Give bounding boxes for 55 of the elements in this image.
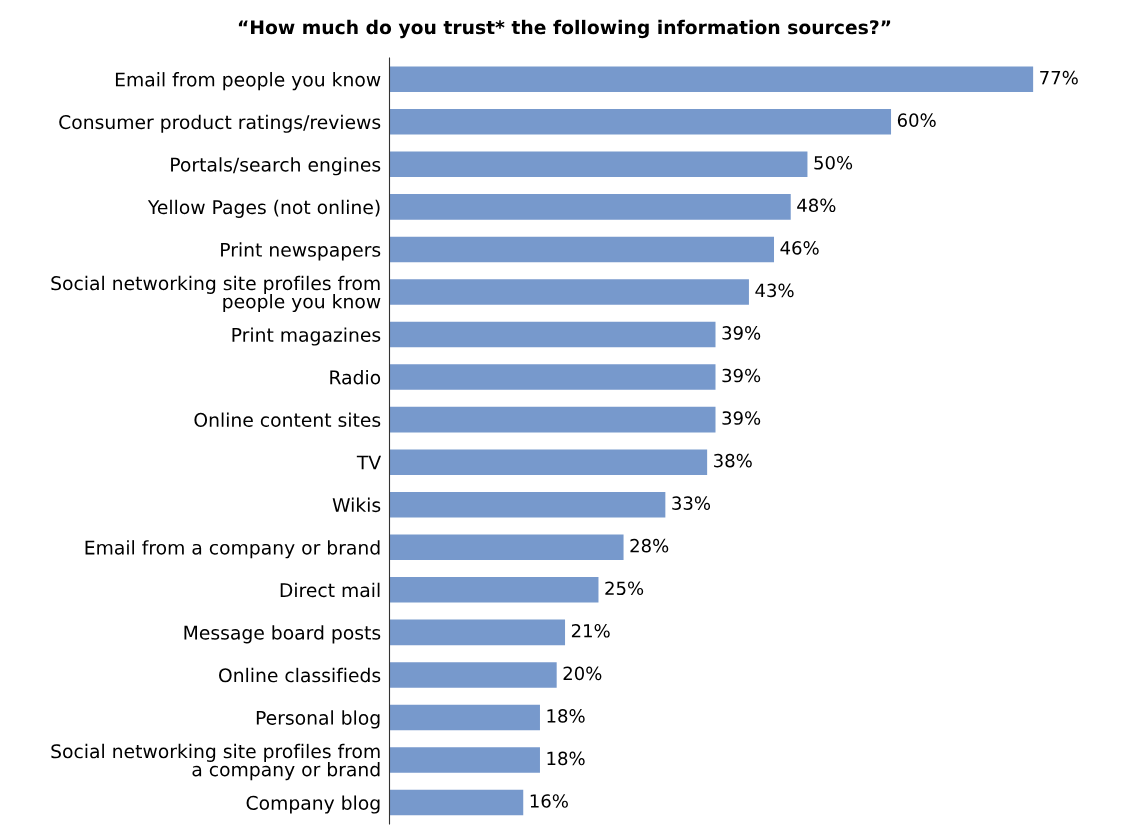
- bar: [389, 747, 540, 773]
- data-label: 39%: [722, 326, 761, 340]
- bar: [389, 279, 749, 305]
- y-tick-label: Email from people you know: [115, 72, 381, 91]
- data-label: 25%: [605, 581, 644, 596]
- bar: [389, 236, 775, 263]
- bar: [389, 151, 808, 178]
- data-label: 18%: [547, 751, 585, 766]
- y-tick-label: Radio: [330, 369, 381, 385]
- bar: [389, 534, 624, 561]
- y-tick-label: Portals/search engines: [171, 157, 381, 176]
- y-tick-label: Consumer product ratings/reviews: [59, 114, 381, 133]
- data-label: 43%: [755, 283, 794, 298]
- bar: [389, 789, 524, 816]
- y-tick-label: Online content sites: [194, 412, 381, 428]
- y-tick-label: Personal blog: [256, 710, 380, 729]
- data-label: 21%: [571, 623, 610, 638]
- y-tick-label: Company blog: [246, 795, 380, 814]
- data-label: 28%: [630, 538, 669, 553]
- data-label: 39%: [722, 368, 761, 383]
- y-tick-label: Print magazines: [232, 327, 381, 346]
- y-tick-label: Online classifieds: [219, 667, 381, 683]
- data-label: 46%: [780, 241, 819, 255]
- data-label: 18%: [547, 709, 585, 723]
- bar: [389, 662, 557, 688]
- bar: [389, 491, 666, 518]
- data-label: 38%: [714, 453, 752, 468]
- bar: [389, 406, 716, 433]
- y-tick-label: Yellow Pages (not online): [147, 199, 380, 218]
- bar: [389, 66, 1034, 92]
- bar: [389, 321, 716, 348]
- y-tick-label: Direct mail: [280, 582, 380, 598]
- data-label: 48%: [797, 198, 836, 213]
- bar: [389, 194, 791, 220]
- data-label: 77%: [1040, 70, 1078, 85]
- bar: [389, 619, 566, 646]
- data-label: 60%: [897, 113, 936, 128]
- y-tick-label: Social networking site profiles from a company or brand: [51, 743, 380, 781]
- chart-title: “How much do you trust* the following information sources?”: [238, 19, 891, 39]
- bar: [389, 449, 708, 475]
- y-tick-label: Print newspapers: [221, 242, 381, 261]
- bar: [389, 704, 540, 731]
- bar: [389, 577, 599, 603]
- y-tick-label: Email from a company or brand: [85, 540, 380, 559]
- data-label: 33%: [672, 496, 711, 510]
- data-label: 16%: [530, 794, 568, 808]
- y-tick-label: TV: [356, 455, 382, 470]
- data-label: 50%: [814, 155, 853, 170]
- y-tick-label: Social networking site profiles from people you know: [51, 275, 381, 313]
- bar: [389, 364, 716, 390]
- y-tick-label: Message board posts: [184, 625, 381, 644]
- bar: [389, 109, 892, 135]
- data-label: 39%: [722, 411, 761, 425]
- data-label: 20%: [563, 666, 602, 681]
- y-tick-label: Wikis: [332, 497, 381, 513]
